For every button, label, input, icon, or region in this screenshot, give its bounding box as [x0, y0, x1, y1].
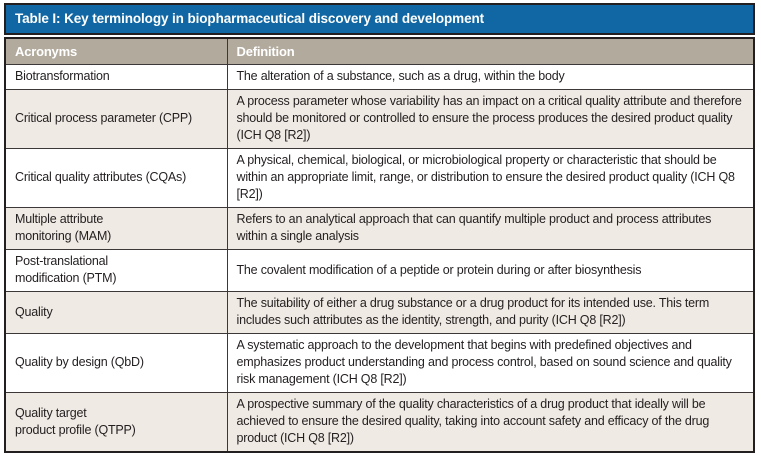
- table-row: Biotransformation The alteration of a su…: [4, 64, 755, 90]
- acronym-cell: Post-translational modification (PTM): [4, 249, 228, 292]
- definition-cell: The suitability of either a drug substan…: [226, 291, 755, 334]
- acronym-cell: Quality target product profile (QTPP): [4, 392, 228, 453]
- table-row: Quality target product profile (QTPP) A …: [4, 392, 755, 453]
- definition-cell: A process parameter whose variability ha…: [226, 89, 755, 149]
- table-row: Critical quality attributes (CQAs) A phy…: [4, 148, 755, 208]
- column-header-acronyms: Acronyms: [4, 37, 228, 65]
- acronym-cell: Biotransformation: [4, 64, 228, 90]
- header-row: Acronyms Definition: [4, 37, 755, 65]
- acronym-cell: Critical quality attributes (CQAs): [4, 148, 228, 208]
- definition-cell: Refers to an analytical approach that ca…: [226, 207, 755, 250]
- table-row: Critical process parameter (CPP) A proce…: [4, 89, 755, 149]
- table-row: Post-translational modification (PTM) Th…: [4, 249, 755, 292]
- table-row: Quality by design (QbD) A systematic app…: [4, 333, 755, 393]
- column-header-definition: Definition: [226, 37, 755, 65]
- table-title: Table I: Key terminology in biopharmaceu…: [4, 3, 755, 35]
- acronym-cell: Critical process parameter (CPP): [4, 89, 228, 149]
- terminology-table: Acronyms Definition Biotransformation Th…: [4, 37, 755, 453]
- acronym-cell: Quality: [4, 291, 228, 334]
- definition-cell: A systematic approach to the development…: [226, 333, 755, 393]
- definition-cell: The covalent modification of a peptide o…: [226, 249, 755, 292]
- definition-cell: The alteration of a substance, such as a…: [226, 64, 755, 90]
- table-row: Quality The suitability of either a drug…: [4, 291, 755, 334]
- definition-cell: A physical, chemical, biological, or mic…: [226, 148, 755, 208]
- table-row: Multiple attribute monitoring (MAM) Refe…: [4, 207, 755, 250]
- acronym-cell: Quality by design (QbD): [4, 333, 228, 393]
- acronym-cell: Multiple attribute monitoring (MAM): [4, 207, 228, 250]
- definition-cell: A prospective summary of the quality cha…: [226, 392, 755, 453]
